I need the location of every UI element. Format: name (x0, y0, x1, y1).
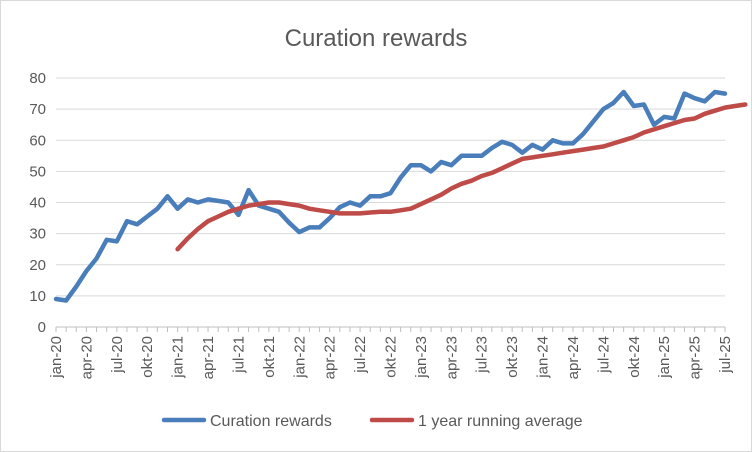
series-line-1 (53, 89, 728, 303)
x-tick-label: okt-20 (139, 336, 156, 378)
chart-title: Curation rewards (285, 25, 468, 52)
x-tick-label: jul-25 (717, 336, 734, 374)
x-tick-label: jul-24 (595, 336, 612, 374)
legend-label: Curation rewards (210, 413, 332, 430)
series-line-2 (175, 102, 748, 252)
x-tick-label: apr-22 (322, 336, 339, 379)
x-tick-label: okt-24 (626, 336, 643, 378)
x-tick-label: jan-21 (170, 336, 187, 379)
series-lines (53, 89, 748, 303)
y-tick-label: 50 (29, 163, 46, 180)
x-axis: jan-20 apr-20 jul-20 okt-20 jan-21 apr-21 jul-… (48, 326, 734, 379)
x-tick-label: jan-20 (48, 336, 65, 379)
x-tick-label: jan-22 (291, 336, 308, 379)
legend-label: 1 year running average (418, 413, 583, 430)
y-tick-label: 30 (29, 226, 46, 243)
x-tick-label: jul-20 (109, 336, 126, 374)
y-tick-label: 60 (29, 132, 46, 149)
x-tick-label: okt-21 (261, 336, 278, 378)
x-tick-label: okt-22 (383, 336, 400, 378)
y-axis-tick-labels: 0 10 20 30 40 50 60 70 80 (29, 70, 46, 336)
y-tick-label: 0 (38, 319, 46, 336)
legend: Curation rewards 1 year running average (161, 413, 583, 430)
y-tick-label: 10 (29, 288, 46, 305)
x-tick-label: apr-24 (565, 336, 582, 379)
y-tick-label: 20 (29, 257, 46, 274)
x-tick-label: apr-25 (687, 336, 704, 379)
x-tick-label: jan-24 (535, 336, 552, 379)
x-tick-label: jul-23 (474, 336, 491, 374)
x-tick-label: apr-23 (443, 336, 460, 379)
x-tick-label: jan-23 (413, 336, 430, 379)
x-tick-label: okt-23 (504, 336, 521, 378)
x-tick-label: apr-20 (78, 336, 95, 379)
gridlines (56, 77, 725, 297)
x-tick-label: jan-25 (656, 336, 673, 379)
x-tick-label: jul-21 (230, 336, 247, 374)
y-tick-label: 80 (29, 70, 46, 87)
x-tick-label: jul-22 (352, 336, 369, 374)
y-tick-label: 70 (29, 101, 46, 118)
x-tick-label: apr-21 (200, 336, 217, 379)
y-tick-label: 40 (29, 195, 46, 212)
